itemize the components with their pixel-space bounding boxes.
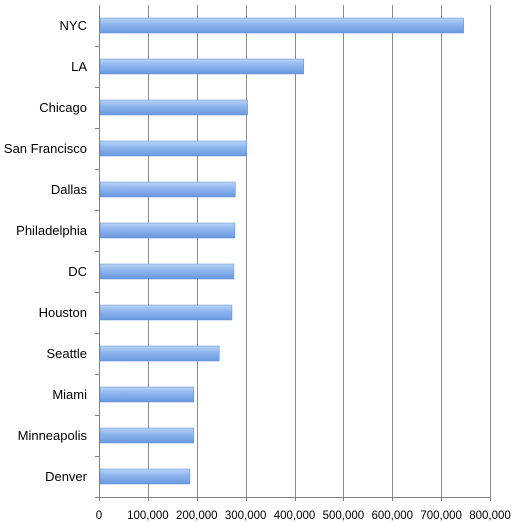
bar-houston (99, 304, 233, 321)
bar-chicago (99, 99, 248, 116)
category-label: NYC (60, 18, 87, 33)
bars (99, 17, 464, 485)
x-tick-label: 400,000 (274, 510, 316, 522)
category-labels: NYC LA Chicago San Francisco Dallas Philadelp… (4, 18, 88, 484)
category-label: DC (68, 264, 87, 279)
x-tick-label: 600,000 (371, 510, 413, 522)
category-label: Philadelphia (16, 223, 88, 238)
category-label: Houston (39, 305, 87, 320)
category-label: San Francisco (4, 141, 87, 156)
x-axis-tick-labels: 0 100,000 200,000 300,000 400,000 500,000 600,… (96, 510, 511, 522)
x-tick-label: 800,000 (469, 510, 511, 522)
bar-minneapolis (99, 427, 195, 444)
category-label: Chicago (39, 100, 87, 115)
bar-denver (99, 468, 191, 485)
category-label: Miami (52, 387, 87, 402)
bar-san-francisco (99, 140, 247, 157)
bar-dc (99, 263, 235, 280)
x-tick-label: 100,000 (127, 510, 169, 522)
gridlines (95, 5, 491, 501)
bar-la (99, 58, 305, 75)
category-label: Seattle (47, 346, 87, 361)
category-label: Denver (45, 469, 88, 484)
bar-nyc (99, 17, 464, 34)
x-tick-label: 0 (96, 510, 102, 522)
x-tick-label: 500,000 (323, 510, 365, 522)
bar-seattle (99, 345, 220, 362)
category-label: LA (71, 59, 87, 74)
x-tick-label: 300,000 (225, 510, 267, 522)
bar-philadelphia (99, 222, 236, 239)
x-tick-label: 200,000 (176, 510, 218, 522)
bar-miami (99, 386, 195, 403)
x-tick-label: 700,000 (420, 510, 462, 522)
category-label: Minneapolis (18, 428, 88, 443)
bar-dallas (99, 181, 236, 198)
category-label: Dallas (51, 182, 88, 197)
